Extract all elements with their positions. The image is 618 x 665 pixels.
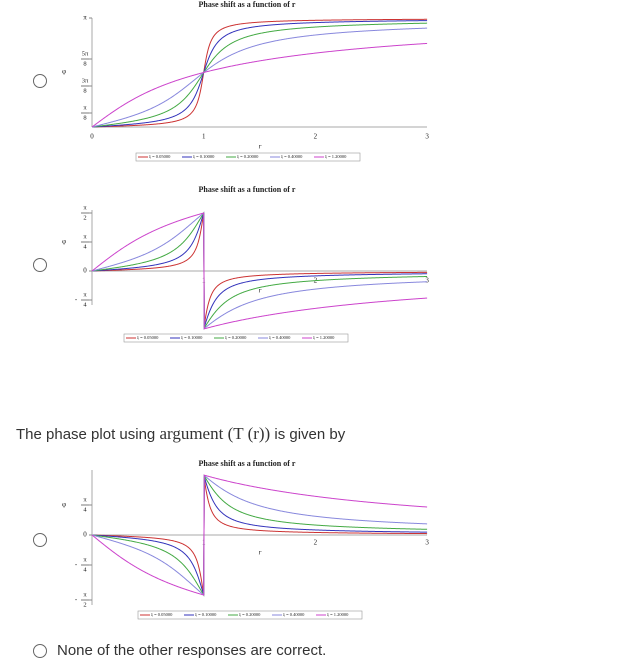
radio-option-1[interactable] <box>33 74 47 88</box>
y-tick-denominator: 4 <box>83 243 87 250</box>
x-tick-label: 3 <box>425 277 429 285</box>
y-axis-label: φ <box>62 238 66 246</box>
y-tick-sign: - <box>75 296 78 304</box>
prompt: The phase plot using argument (T (r)) is… <box>16 424 345 444</box>
legend-box <box>137 610 363 620</box>
y-tick-label: 0 <box>83 531 87 539</box>
prompt-math: argument (T (r)) <box>159 424 271 443</box>
x-axis-label: r <box>259 143 262 151</box>
legend-label: ξ = 0.05000 <box>149 154 171 159</box>
legend-box <box>123 333 349 343</box>
x-axis-label: r <box>259 287 262 295</box>
legend-label: ξ = 1.20000 <box>313 335 335 340</box>
prompt-text: The phase plot using <box>16 426 160 443</box>
legend-label: ξ = 0.10000 <box>193 154 215 159</box>
curve <box>91 212 428 326</box>
curve <box>91 474 428 597</box>
x-tick-label: 1 <box>202 133 206 141</box>
plot: Phase shift as a function of rφrπ40-π4-π… <box>62 459 429 620</box>
x-tick-label: 3 <box>425 133 429 141</box>
legend-label: ξ = 1.20000 <box>327 612 349 617</box>
legend-label: ξ = 0.20000 <box>237 154 259 159</box>
curve <box>91 478 428 596</box>
y-tick-numerator: 5π <box>82 50 89 57</box>
y-tick-numerator: 3π <box>82 77 89 84</box>
prompt-text: is given by <box>270 426 346 443</box>
curve <box>91 474 428 596</box>
curve <box>91 211 428 330</box>
y-tick-numerator: π <box>83 291 87 298</box>
y-axis-label: φ <box>62 68 66 76</box>
y-tick-sign: - <box>75 561 78 569</box>
curve <box>91 22 428 128</box>
y-axis-label: φ <box>62 501 66 509</box>
y-tick-label: π <box>83 14 87 22</box>
curve <box>91 212 428 328</box>
legend-box <box>135 152 361 162</box>
y-tick-numerator: π <box>83 591 87 598</box>
radio-option-2[interactable] <box>33 258 47 272</box>
y-tick-numerator: π <box>83 204 87 211</box>
y-tick-denominator: 8 <box>83 87 86 94</box>
curve <box>91 20 428 128</box>
x-axis-label: r <box>259 549 262 557</box>
y-tick-denominator: 8 <box>83 60 86 67</box>
legend-label: ξ = 1.20000 <box>325 154 347 159</box>
x-tick-label: 0 <box>90 133 94 141</box>
plot: Phase shift as a function of r φ r π 5π 8 3π 8 π… <box>62 0 429 162</box>
radio-option-4[interactable] <box>33 644 47 658</box>
curve <box>91 212 428 330</box>
x-tick-label: 2 <box>314 539 318 547</box>
y-tick-sign: - <box>75 596 78 604</box>
y-tick-denominator: 4 <box>83 566 87 573</box>
y-tick-denominator: 2 <box>83 601 86 608</box>
y-tick-label: 0 <box>83 267 87 275</box>
plot-title: Phase shift as a function of r <box>199 459 296 468</box>
plot-title: Phase shift as a function of r <box>199 185 296 194</box>
x-tick-label: 3 <box>425 539 429 547</box>
curve <box>91 211 428 330</box>
option-label: None of the other responses are correct. <box>57 642 327 659</box>
y-tick-denominator: 8 <box>83 114 86 121</box>
y-tick-denominator: 2 <box>83 214 86 221</box>
legend-label: ξ = 0.20000 <box>225 335 247 340</box>
legend-label: ξ = 0.10000 <box>195 612 217 617</box>
curve <box>91 476 428 596</box>
y-tick-numerator: π <box>83 496 87 503</box>
y-tick-numerator: π <box>83 233 87 240</box>
plot: Phase shift as a function of rφrπ2π40-π4… <box>62 185 429 343</box>
legend-label: ξ = 0.40000 <box>283 612 305 617</box>
legend-label: ξ = 0.20000 <box>239 612 261 617</box>
radio-option-3[interactable] <box>33 533 47 547</box>
x-tick-label: 2 <box>314 133 318 141</box>
legend-label: ξ = 0.40000 <box>281 154 303 159</box>
y-tick-numerator: π <box>83 556 87 563</box>
legend-label: ξ = 0.40000 <box>269 335 291 340</box>
legend-label: ξ = 0.10000 <box>181 335 203 340</box>
legend-label: ξ = 0.05000 <box>151 612 173 617</box>
curve <box>91 18 428 128</box>
legend-label: ξ = 0.05000 <box>137 335 159 340</box>
curve <box>91 27 428 128</box>
y-tick-denominator: 4 <box>83 301 87 308</box>
curve <box>91 42 428 128</box>
y-tick-numerator: π <box>83 104 87 111</box>
y-tick-denominator: 4 <box>83 506 87 513</box>
plot-title: Phase shift as a function of r <box>199 0 296 9</box>
curve <box>91 474 428 597</box>
